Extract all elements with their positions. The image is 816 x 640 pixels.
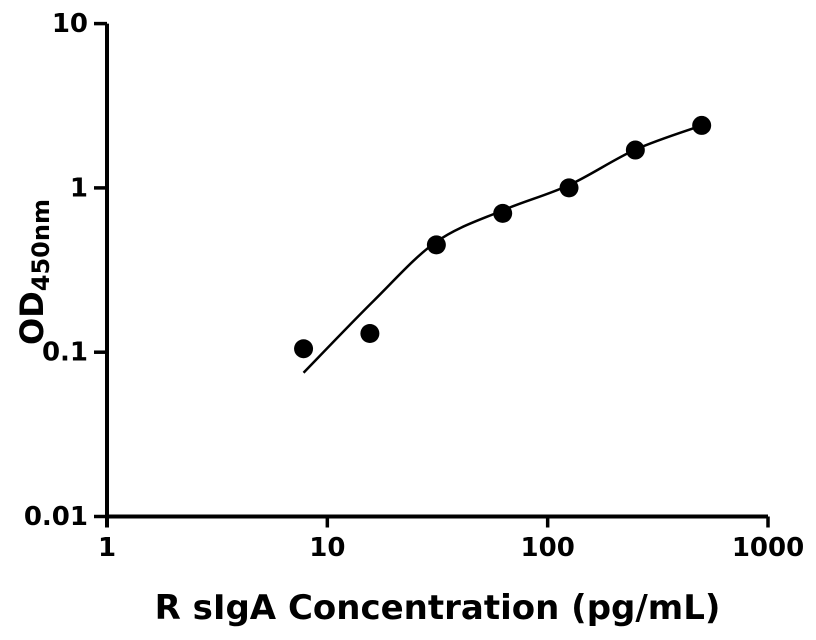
x-axis-title: R sIgA Concentration (pg/mL): [154, 588, 721, 628]
y-tick-label: 10: [52, 9, 88, 39]
data-point: [294, 339, 314, 359]
data-point: [559, 178, 579, 198]
y-tick-label: 0.01: [24, 502, 88, 532]
data-point: [625, 140, 645, 160]
data-point: [360, 323, 380, 343]
y-axis-title: OD450nm: [10, 162, 55, 382]
data-point: [692, 115, 712, 135]
y-axis-title-main: OD: [13, 291, 51, 345]
x-tick-label: 10: [309, 533, 345, 563]
data-point: [426, 235, 446, 255]
x-tick-label: 100: [521, 533, 575, 563]
y-axis-title-subscript: 450nm: [27, 199, 55, 292]
y-tick-label: 1: [70, 173, 88, 203]
x-tick-label: 1000: [732, 533, 804, 563]
x-tick-label: 1: [98, 533, 116, 563]
y-tick-label: 0.1: [42, 338, 88, 368]
data-point: [493, 203, 513, 223]
